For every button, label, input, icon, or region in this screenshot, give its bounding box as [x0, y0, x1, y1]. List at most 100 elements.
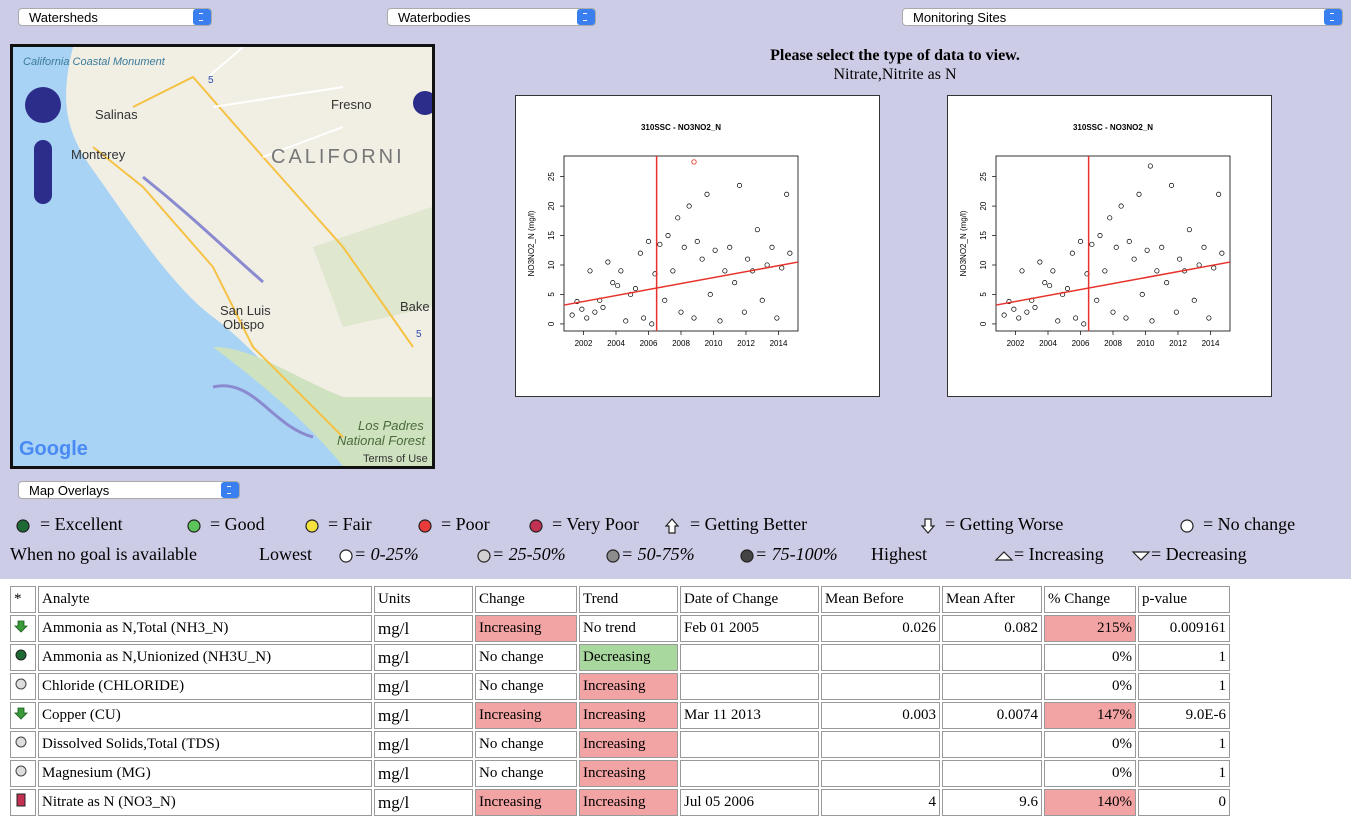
- header-cell[interactable]: Analyte: [38, 586, 372, 613]
- data-point: [1038, 260, 1042, 264]
- data-point: [588, 269, 592, 273]
- waterbodies-select[interactable]: Waterbodies: [387, 8, 596, 26]
- header-cell[interactable]: p-value: [1138, 586, 1230, 613]
- header-cell[interactable]: Units: [374, 586, 473, 613]
- data-point: [671, 269, 675, 273]
- data-point: [742, 310, 746, 314]
- header-cell[interactable]: % Change: [1044, 586, 1136, 613]
- data-point: [1145, 248, 1149, 252]
- data-point: [1090, 242, 1094, 246]
- icon: [14, 764, 28, 778]
- header-cell: *: [10, 586, 36, 613]
- x-tick-label: 2014: [1202, 339, 1220, 348]
- table-cell: Dissolved Solids,Total (TDS): [38, 731, 372, 758]
- data-point: [1124, 316, 1128, 320]
- data-point: [788, 251, 792, 255]
- table-cell: 0%: [1044, 673, 1136, 700]
- terms-link[interactable]: Terms of Use: [363, 453, 428, 465]
- table-cell: 1: [1138, 731, 1230, 758]
- table-cell: No change: [475, 731, 577, 758]
- table-cell: 0.003: [821, 702, 940, 729]
- icon: [14, 648, 28, 662]
- header-cell[interactable]: Date of Change: [680, 586, 819, 613]
- data-point: [1070, 251, 1074, 255]
- data-point: [624, 319, 628, 323]
- table-cell: Increasing: [475, 702, 577, 729]
- table-cell: mg/l: [374, 731, 473, 758]
- map[interactable]: California Coastal Monument Salinas Fres…: [10, 44, 435, 469]
- header-cell[interactable]: Trend: [579, 586, 678, 613]
- data-point: [1073, 316, 1077, 320]
- data-point: [1056, 319, 1060, 323]
- header-cell[interactable]: Change: [475, 586, 577, 613]
- data-point: [708, 292, 712, 296]
- header-cell[interactable]: Mean Before: [821, 586, 940, 613]
- status-icon: [10, 789, 36, 816]
- data-point: [1103, 269, 1107, 273]
- y-tick-label: 10: [979, 260, 988, 269]
- data-point: [658, 242, 662, 246]
- table-cell: 0: [1138, 789, 1230, 816]
- select-label: Watersheds: [29, 10, 98, 25]
- chart-title: 310SSC - NO3NO2_N: [1073, 123, 1153, 132]
- google-logo: Google: [19, 438, 88, 460]
- data-point: [615, 283, 619, 287]
- legend-text: = Poor: [441, 514, 490, 535]
- icon: [14, 706, 28, 720]
- header-cell[interactable]: Mean After: [942, 586, 1042, 613]
- overlays-select[interactable]: Map Overlays: [18, 481, 240, 499]
- data-point: [1150, 319, 1154, 323]
- data-point: [737, 183, 741, 187]
- map-label: Monterey: [71, 147, 126, 162]
- data-point: [728, 245, 732, 249]
- data-point: [1155, 269, 1159, 273]
- table-cell: No change: [475, 760, 577, 787]
- legend-text: Lowest: [259, 544, 312, 565]
- data-point: [666, 233, 670, 237]
- y-tick-label: 5: [547, 292, 556, 297]
- x-tick-label: 2004: [1039, 339, 1057, 348]
- sites-select[interactable]: Monitoring Sites: [902, 8, 1343, 26]
- zoom-control[interactable]: [34, 140, 52, 204]
- legend-text: = Decreasing: [1151, 544, 1247, 565]
- map-label: Bake: [400, 299, 430, 314]
- map-label: Salinas: [95, 107, 138, 122]
- status-icon: [10, 702, 36, 729]
- table-cell: mg/l: [374, 673, 473, 700]
- data-point: [1111, 310, 1115, 314]
- data-point: [1078, 239, 1082, 243]
- table-cell: Ammonia as N,Unionized (NH3U_N): [38, 644, 372, 671]
- table-cell: 0%: [1044, 644, 1136, 671]
- legend-text: = Good: [210, 514, 265, 535]
- table-cell: 0.0074: [942, 702, 1042, 729]
- table-cell: 140%: [1044, 789, 1136, 816]
- table-cell: Decreasing: [579, 644, 678, 671]
- status-icon: [10, 673, 36, 700]
- table-cell: [680, 760, 819, 787]
- watersheds-select[interactable]: Watersheds: [18, 8, 212, 26]
- zoom-button[interactable]: [413, 91, 435, 115]
- table-cell: Jul 05 2006: [680, 789, 819, 816]
- legend-text: = 25-50%: [492, 544, 566, 565]
- data-point: [784, 192, 788, 196]
- chart: 310SSC - NO3NO2_NNO3NO2_N (mg/l)20022004…: [948, 96, 1273, 396]
- legend-text: = Increasing: [1014, 544, 1104, 565]
- data-point: [606, 260, 610, 264]
- pan-control[interactable]: [25, 87, 61, 123]
- data-point: [745, 257, 749, 261]
- table-cell: Magnesium (MG): [38, 760, 372, 787]
- y-tick-label: 25: [979, 172, 988, 181]
- table-cell: No trend: [579, 615, 678, 642]
- highway-label: 5: [208, 75, 214, 86]
- table-cell: Copper (CU): [38, 702, 372, 729]
- table-cell: [821, 644, 940, 671]
- table-cell: mg/l: [374, 644, 473, 671]
- select-label: Monitoring Sites: [913, 10, 1006, 25]
